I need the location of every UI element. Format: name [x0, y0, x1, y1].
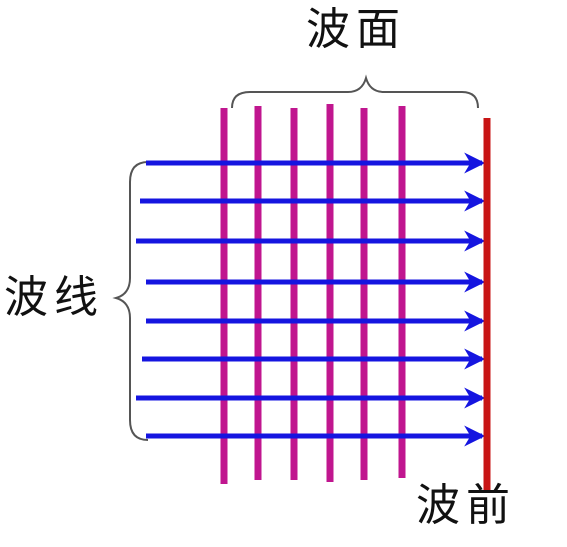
- wave-line-label: 波线: [4, 272, 104, 323]
- wave-surface-label: 波面: [306, 4, 406, 55]
- wavefront-label: 波前: [416, 480, 516, 531]
- wave-surfaces: [220, 104, 406, 484]
- wave-line-brace: [112, 161, 149, 441]
- wave-lines: [136, 152, 486, 447]
- wave-surface-brace: [231, 74, 479, 109]
